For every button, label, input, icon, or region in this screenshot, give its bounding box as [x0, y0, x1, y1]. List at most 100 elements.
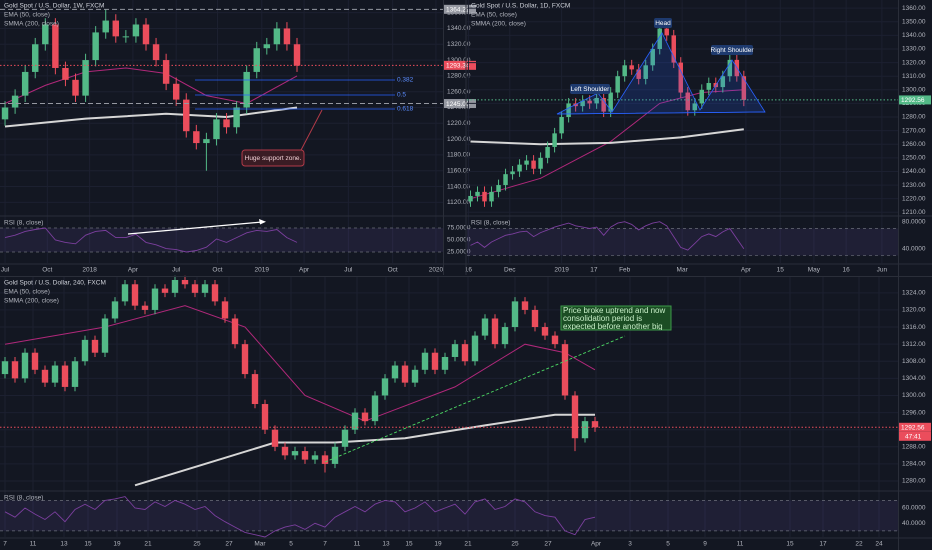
candle-body	[496, 185, 501, 192]
candle-body	[501, 327, 509, 345]
support-note: Huge support zone.	[241, 109, 323, 167]
candle-body	[62, 67, 69, 80]
candle-body	[511, 301, 519, 328]
candle-body	[482, 191, 487, 202]
rsi-line	[4, 227, 298, 253]
candle-body	[489, 191, 494, 202]
chart-title: Gold Spot / U.S. Dollar, 1W, FXCM	[4, 3, 104, 10]
neckline	[556, 111, 766, 115]
candle-body	[263, 44, 271, 49]
candle-body	[52, 24, 59, 68]
candle-body	[193, 131, 200, 144]
x-tick-label: 15	[786, 541, 794, 548]
candle-body	[91, 339, 99, 353]
x-tick-label: Dec	[504, 267, 516, 274]
x-tick-label: 15	[84, 541, 92, 548]
y-tick-label: 1296.00	[902, 409, 926, 416]
fib-label: 0.5	[397, 92, 406, 99]
y-tick-label: 1180.00	[447, 152, 470, 159]
candle-body	[102, 20, 109, 33]
y-tick-label: 1320.00	[902, 59, 926, 66]
rsi-band	[0, 500, 898, 531]
candle-body	[293, 44, 301, 66]
x-tick-label: 5	[289, 541, 293, 548]
candle-body	[491, 318, 499, 345]
candle-body	[650, 48, 655, 66]
candle-body	[131, 284, 139, 306]
rsi-band	[467, 228, 898, 256]
candle-body	[657, 28, 662, 49]
trendline	[324, 335, 626, 463]
x-tick-label: 3	[628, 541, 632, 548]
label-box	[711, 45, 753, 55]
candle-body	[636, 69, 641, 79]
y-tick-label: 1240.00	[902, 168, 926, 175]
candle-body	[551, 335, 559, 345]
x-tick-label: Jul	[1, 267, 10, 274]
candle-body	[517, 164, 522, 172]
x-tick-label: Apr	[741, 267, 752, 274]
y-tick-label: 1288.00	[902, 444, 926, 451]
candle-body	[1, 107, 9, 120]
pattern-label: Head	[655, 20, 671, 27]
candle-body	[471, 335, 479, 362]
candle-body	[341, 429, 349, 447]
legend-entry: EMA (50, close)	[4, 289, 50, 296]
candle-body	[451, 344, 459, 357]
price-tag	[899, 95, 931, 105]
candle-body	[591, 421, 599, 428]
rsi-line	[4, 496, 596, 538]
candle-body	[41, 369, 49, 383]
candle-body	[141, 305, 149, 310]
moving-average	[4, 67, 298, 105]
candle-body	[211, 284, 219, 302]
candle-body	[699, 89, 705, 104]
rsi-tick-label: 50.0000	[447, 237, 471, 244]
candle-body	[171, 279, 179, 293]
candle-body	[671, 35, 676, 63]
rsi-tick-label: 40.0000	[902, 520, 926, 527]
candle-body	[72, 79, 79, 96]
x-tick-label: 19	[113, 541, 121, 548]
candle-body	[381, 378, 389, 396]
candle-body	[622, 65, 627, 77]
price-tag-label: 1293.34	[446, 63, 470, 70]
x-tick-label: 2018	[82, 267, 97, 274]
rsi-tick-label: 75.0000	[447, 225, 471, 232]
y-tick-label: 1280.00	[902, 114, 926, 121]
candle-body	[243, 71, 250, 108]
fib-label: 0.618	[397, 106, 414, 113]
x-tick-label: 21	[464, 541, 472, 548]
x-tick-label: 16	[465, 267, 473, 274]
y-tick-label: 1220.00	[447, 120, 471, 127]
candle-body	[203, 139, 210, 144]
candle-body	[580, 100, 585, 107]
x-tick-label: 16	[843, 267, 851, 274]
candle-body	[561, 344, 569, 396]
candle-body	[273, 28, 281, 45]
x-tick-label: Mar	[677, 267, 689, 274]
candle-body	[21, 352, 29, 379]
candle-body	[481, 318, 489, 336]
candle-body	[231, 318, 239, 345]
candle-body	[391, 365, 399, 379]
chart-title: Gold Spot / U.S. Dollar, 1D, FXCM	[471, 3, 570, 10]
note-box	[241, 149, 305, 167]
candle-body	[71, 361, 79, 387]
x-tick-label: Oct	[388, 267, 398, 274]
note-text: Huge support zone.	[245, 155, 302, 162]
candle-body	[142, 24, 150, 45]
y-tick-label: 1120.00	[447, 199, 470, 206]
candle-body	[524, 160, 529, 165]
rsi-band	[0, 228, 443, 252]
label-box	[654, 18, 672, 28]
x-tick-label: May	[808, 267, 821, 274]
price-tag-label: 1292.56	[901, 97, 925, 104]
x-tick-label: 13	[60, 541, 68, 548]
candle-body	[706, 83, 712, 90]
rsi-arrow	[127, 219, 266, 235]
y-tick-label: 1220.00	[902, 195, 926, 202]
y-tick-label: 1320.00	[447, 41, 471, 48]
y-tick-label: 1308.00	[902, 358, 926, 365]
candle-body	[233, 107, 240, 128]
